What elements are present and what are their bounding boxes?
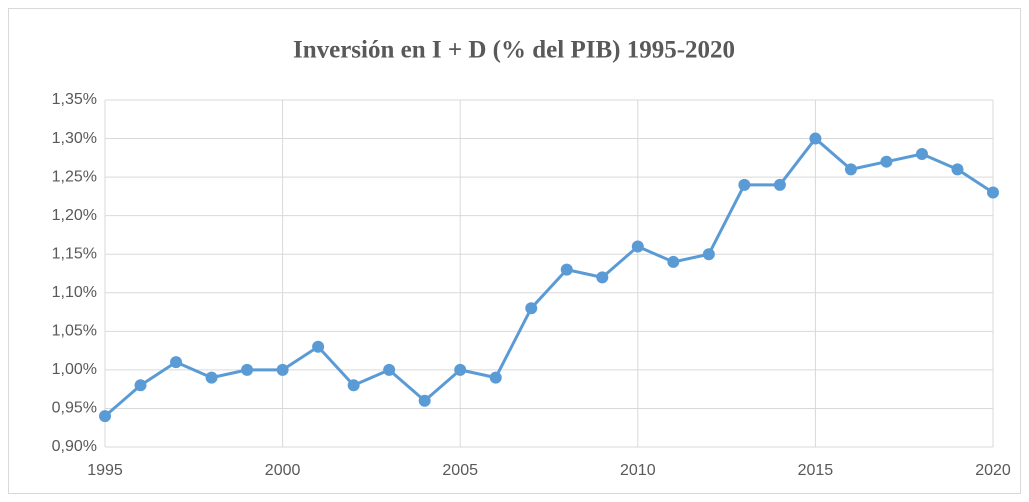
y-tick-label: 1,00%: [52, 361, 97, 378]
data-point: [383, 363, 396, 376]
data-point: [205, 371, 218, 384]
data-point: [489, 371, 502, 384]
data-point: [915, 147, 928, 160]
data-point: [312, 340, 325, 353]
y-tick-label: 1,30%: [52, 130, 97, 147]
data-point: [773, 178, 786, 191]
chart-border: [8, 8, 1021, 494]
x-tick-label: 1995: [87, 462, 123, 479]
data-point: [702, 248, 715, 261]
data-point: [560, 263, 573, 276]
y-tick-label: 1,20%: [52, 207, 97, 224]
y-tick-label: 0,90%: [52, 438, 97, 455]
data-point: [347, 379, 360, 392]
y-tick-label: 1,35%: [52, 91, 97, 108]
x-tick-label: 2010: [620, 462, 656, 479]
data-point: [844, 163, 857, 176]
x-tick-label: 2020: [975, 462, 1011, 479]
x-tick-label: 2000: [265, 462, 301, 479]
data-point: [951, 163, 964, 176]
data-point: [880, 155, 893, 168]
data-point: [631, 240, 644, 253]
data-point: [241, 363, 254, 376]
data-point: [987, 186, 999, 199]
chart-title: Inversión en I + D (% del PIB) 1995-2020: [293, 37, 735, 64]
data-point: [525, 302, 538, 315]
data-point: [738, 178, 751, 191]
data-point: [99, 410, 111, 423]
data-point: [170, 356, 183, 369]
data-point: [276, 363, 289, 376]
data-point: [596, 271, 609, 284]
x-tick-label: 2005: [442, 462, 478, 479]
data-point: [418, 394, 431, 407]
y-tick-label: 1,10%: [52, 284, 97, 301]
y-tick-label: 1,05%: [52, 323, 97, 340]
data-point: [809, 132, 822, 145]
data-point: [454, 363, 467, 376]
x-tick-label: 2015: [798, 462, 834, 479]
y-tick-label: 1,15%: [52, 245, 97, 262]
data-point: [134, 379, 147, 392]
y-tick-label: 1,25%: [52, 168, 97, 185]
y-tick-label: 0,95%: [52, 400, 97, 417]
data-point: [667, 255, 680, 268]
